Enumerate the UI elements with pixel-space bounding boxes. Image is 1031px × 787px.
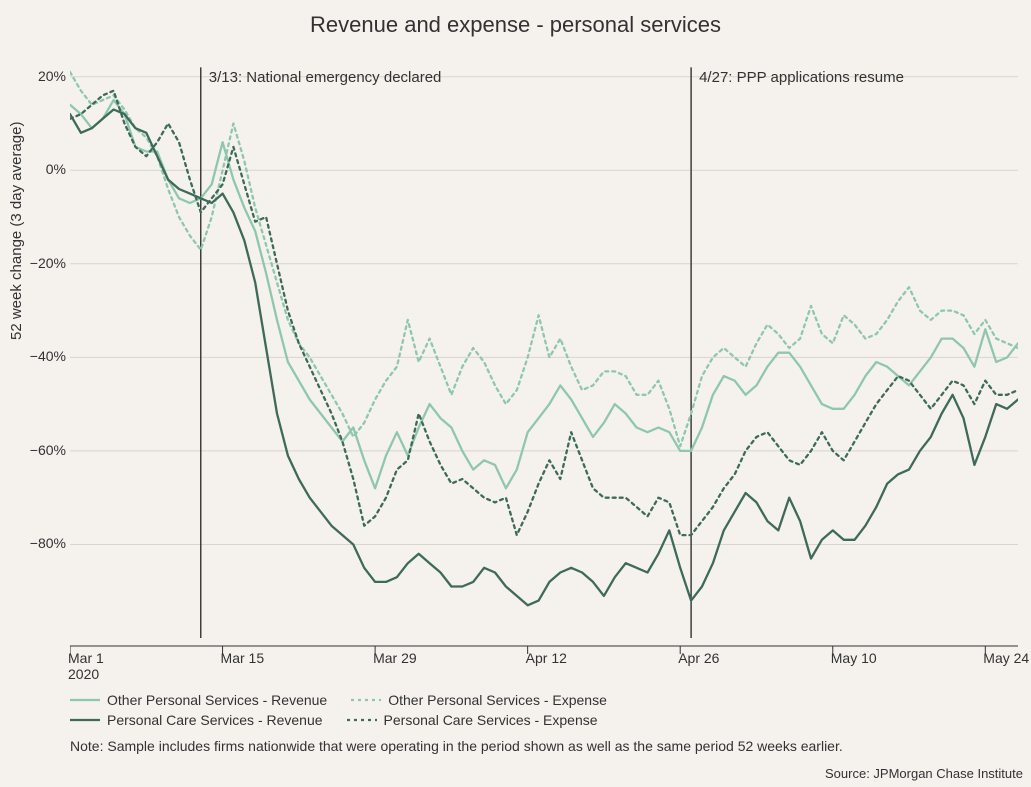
x-tick-label: May 10 [831,650,877,666]
plot-area [70,58,1018,662]
legend-item: Personal Care Services - Revenue [70,712,323,728]
x-tick-label: Mar 29 [373,650,417,666]
series-opsr [70,100,1018,488]
legend-label: Other Personal Services - Expense [388,692,607,708]
annotation-label: 3/13: National emergency declared [209,69,442,86]
legend-label: Personal Care Services - Revenue [107,712,323,728]
series-pcse [70,91,1018,535]
y-tick-label: −60% [6,442,66,458]
legend-label: Personal Care Services - Expense [384,712,598,728]
y-tick-label: −80% [6,535,66,551]
x-tick-label: Mar 12020 [68,650,104,682]
y-tick-label: 20% [6,68,66,84]
x-tick-label: May 24 [983,650,1029,666]
source-attribution: Source: JPMorgan Chase Institute [825,766,1023,781]
series-opse [70,72,1018,446]
y-tick-label: −40% [6,348,66,364]
legend-item: Other Personal Services - Revenue [70,692,327,708]
chart-container: { "title":"Revenue and expense - persona… [0,0,1031,787]
footnote: Note: Sample includes firms nationwide t… [70,738,843,754]
y-tick-label: 0% [6,161,66,177]
x-tick-label: Apr 12 [526,650,567,666]
legend-item: Other Personal Services - Expense [351,692,607,708]
legend-label: Other Personal Services - Revenue [107,692,327,708]
y-axis-label: 52 week change (3 day average) [8,122,25,340]
x-tick-label: Mar 15 [221,650,265,666]
legend-item: Personal Care Services - Expense [347,712,598,728]
annotation-label: 4/27: PPP applications resume [699,69,904,86]
y-tick-label: −20% [6,255,66,271]
legend: Other Personal Services - Revenue Other P… [70,692,625,732]
x-tick-label: Apr 26 [678,650,719,666]
chart-title: Revenue and expense - personal services [0,12,1031,38]
